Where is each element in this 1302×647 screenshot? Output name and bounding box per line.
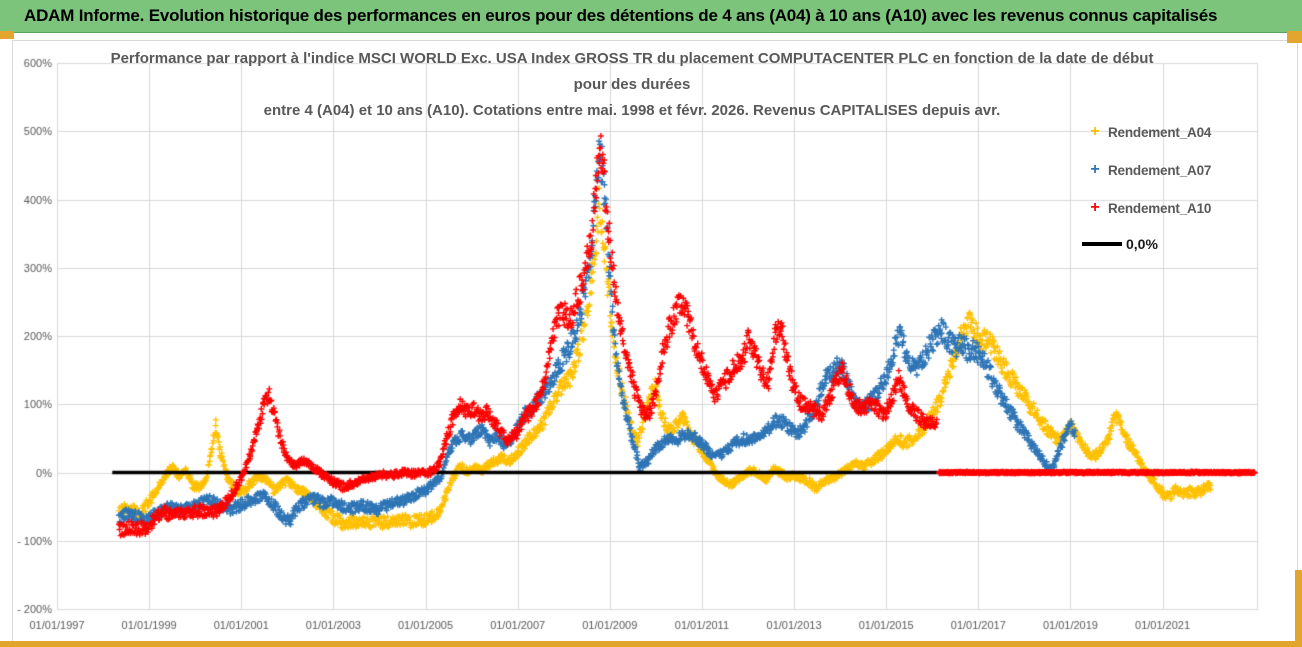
legend-item-rendement-a04: + Rendement_A04 [1082,122,1211,142]
legend-item-rendement-a10: + Rendement_A10 [1082,198,1211,218]
legend-label-a10: Rendement_A10 [1108,200,1212,216]
legend-label-zero: 0,0% [1126,236,1158,252]
chart-title-line-1: Performance par rapport à l'indice MSCI … [110,50,1154,67]
chart-title: Performance par rapport à l'indice MSCI … [57,46,1207,124]
legend-item-zero-line: 0,0% [1082,234,1158,254]
plus-marker-icon-a07: + [1090,161,1100,178]
plus-marker-icon-a10: + [1090,199,1100,216]
chart-title-line-2: pour des durées [573,76,691,93]
zero-line-swatch-icon [1082,242,1122,246]
legend-label-a07: Rendement_A07 [1108,162,1212,178]
header-bar: ADAM Informe. Evolution historique des p… [0,0,1302,33]
chart-title-line-3: entre 4 (A04) et 10 ans (A10). Cotations… [263,102,1001,119]
page-title: ADAM Informe. Evolution historique des p… [24,6,1218,25]
legend-item-rendement-a07: + Rendement_A07 [1082,160,1211,180]
legend-label-a04: Rendement_A04 [1108,124,1212,140]
plus-marker-icon-a04: + [1090,123,1100,140]
